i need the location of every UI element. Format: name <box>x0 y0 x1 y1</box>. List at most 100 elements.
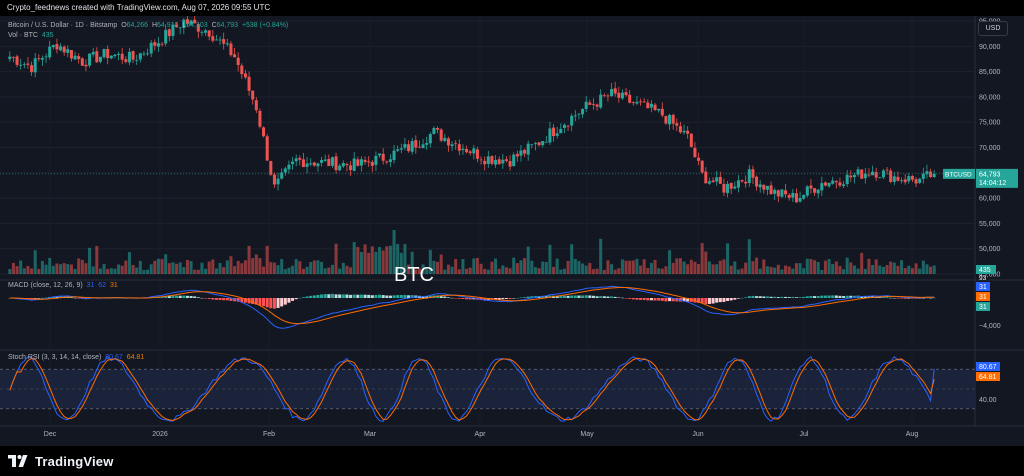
candle-body <box>863 173 867 179</box>
volume-bar <box>443 269 447 274</box>
macd-histogram-bar <box>214 298 218 300</box>
price-tick-label: 75,000 <box>979 120 1001 127</box>
macd-histogram-bar <box>345 294 349 298</box>
volume-bar <box>298 261 302 274</box>
volume-bar <box>432 260 436 274</box>
volume-bar <box>55 263 59 274</box>
volume-bar <box>769 266 773 274</box>
volume-bar <box>269 262 273 274</box>
volume-bar <box>867 258 871 274</box>
macd-histogram-bar <box>439 296 443 298</box>
macd-histogram-bar <box>624 298 628 299</box>
candle-body <box>925 171 929 175</box>
candle-body <box>907 176 911 182</box>
volume-bar <box>704 251 708 274</box>
stoch-rsi-k-line <box>9 355 935 422</box>
volume-bar <box>305 266 309 274</box>
macd-histogram-bar <box>885 297 889 298</box>
volume-bar <box>809 259 813 274</box>
macd-histogram-bar <box>222 298 226 301</box>
candle-body <box>914 179 918 184</box>
volume-bar <box>428 249 432 274</box>
volume-bar <box>537 268 541 274</box>
candle-body <box>218 39 222 41</box>
macd-histogram-bar <box>787 297 791 298</box>
volume-bar <box>504 267 508 274</box>
macd-histogram-bar <box>809 296 813 298</box>
tradingview-logo-text: TradingView <box>35 453 114 469</box>
candle-body <box>233 54 237 58</box>
volume-bar <box>385 246 389 274</box>
candle-body <box>98 56 102 62</box>
volume-bar <box>388 245 392 274</box>
candle-body <box>414 140 418 148</box>
candle-body <box>562 124 566 129</box>
currency-button[interactable]: USD <box>978 21 1008 36</box>
candle-body <box>338 165 342 171</box>
volume-bar <box>755 257 759 274</box>
volume-bar <box>631 260 635 274</box>
macd-histogram-bar <box>660 298 664 301</box>
candle-body <box>472 148 476 154</box>
macd-histogram-bar <box>722 298 726 302</box>
chart-canvas[interactable]: 95,00090,00085,00080,00075,00070,00065,0… <box>0 16 1024 446</box>
volume-bar <box>918 268 922 274</box>
candle-body <box>240 65 244 75</box>
volume-bar <box>258 258 262 274</box>
macd-label: MACD (close, 12, 26, 9) <box>8 282 83 289</box>
volume-bar <box>392 230 396 274</box>
candle-body <box>733 186 737 189</box>
candle-body <box>269 161 273 175</box>
candle-body <box>838 182 842 186</box>
volume-bar <box>700 243 704 274</box>
macd-histogram-bar <box>171 295 175 298</box>
macd-histogram-bar <box>359 294 363 298</box>
volume-bar <box>613 269 617 274</box>
candle-body <box>787 194 791 198</box>
macd-histogram-bar <box>530 296 534 298</box>
macd-histogram-bar <box>649 298 653 301</box>
volume-bar <box>671 262 675 274</box>
volume-bar <box>816 262 820 274</box>
chart-frame[interactable]: 95,00090,00085,00080,00075,00070,00065,0… <box>0 16 1024 446</box>
candle-body <box>265 136 269 161</box>
macd-histogram-bar <box>378 294 382 298</box>
candle-body <box>95 51 99 63</box>
volume-bar <box>562 268 566 274</box>
macd-histogram-bar <box>512 298 516 299</box>
macd-histogram-bar <box>450 297 454 299</box>
volume-bar <box>182 267 186 274</box>
candle-body <box>88 53 92 66</box>
volume-bar <box>682 261 686 274</box>
volume-bar <box>19 260 23 274</box>
macd-histogram-bar <box>813 296 817 298</box>
macd-histogram-bar <box>682 298 686 302</box>
candle-body <box>555 133 559 136</box>
candle-body <box>345 163 349 166</box>
volume-bar <box>196 269 200 274</box>
macd-legend: MACD (close, 12, 26, 9) 31 62 31 <box>8 282 118 289</box>
volume-bar <box>697 264 701 274</box>
volume-bar <box>573 258 577 274</box>
volume-bar <box>595 268 599 274</box>
macd-histogram-bar <box>189 296 193 298</box>
candle-body <box>620 92 624 99</box>
candle-body <box>744 181 748 184</box>
macd-histogram-bar <box>363 294 367 298</box>
macd-histogram-bar <box>69 297 73 299</box>
macd-histogram-bar <box>494 298 498 300</box>
volume-bar <box>403 244 407 274</box>
volume-legend: Vol · BTC 435 <box>8 32 54 39</box>
volume-bar <box>251 258 255 274</box>
macd-histogram-bar <box>606 296 610 298</box>
volume-value-tag <box>976 265 996 274</box>
volume-bar <box>896 265 900 274</box>
macd-histogram-bar <box>40 297 44 299</box>
tradingview-logo[interactable]: TradingView <box>8 452 114 470</box>
candle-body <box>613 88 617 94</box>
volume-label: Vol · BTC <box>8 32 38 39</box>
macd-histogram-bar <box>291 298 295 301</box>
macd-histogram-bar <box>374 294 378 298</box>
candle-body <box>602 95 606 97</box>
candle-body <box>69 49 73 59</box>
